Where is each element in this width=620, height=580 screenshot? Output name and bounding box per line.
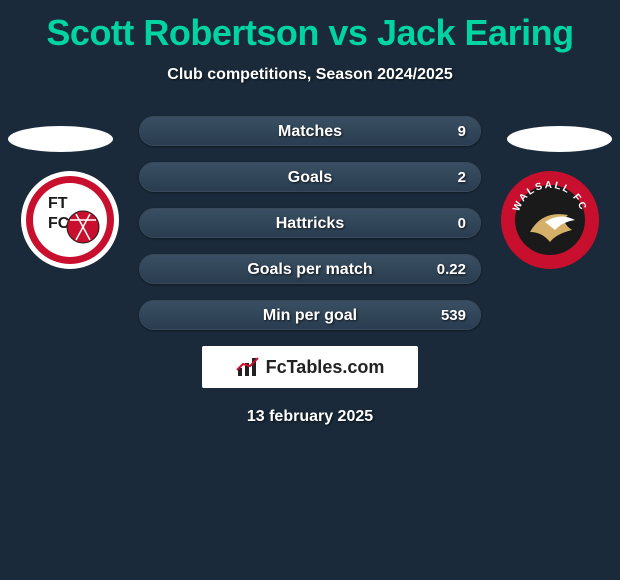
club-badge-left: FT FC [20,170,120,270]
stat-value: 0.22 [437,255,466,285]
site-logo-text: FcTables.com [266,357,385,378]
stat-row: Min per goal539 [139,300,481,330]
svg-text:FT: FT [48,195,68,212]
stat-row: Goals2 [139,162,481,192]
page-title: Scott Robertson vs Jack Earing [0,0,620,54]
stat-value: 9 [458,117,466,147]
player-left-ellipse [8,126,113,152]
stat-label: Min per goal [140,301,480,331]
player-right-ellipse [507,126,612,152]
stat-row: Goals per match0.22 [139,254,481,284]
site-logo[interactable]: FcTables.com [202,346,418,388]
stat-label: Goals per match [140,255,480,285]
stat-label: Hattricks [140,209,480,239]
comparison-date: 13 february 2025 [0,408,620,426]
stats-table: Matches9Goals2Hattricks0Goals per match0… [139,116,481,330]
stat-row: Matches9 [139,116,481,146]
subtitle: Club competitions, Season 2024/2025 [0,66,620,84]
stat-value: 0 [458,209,466,239]
chart-icon [236,356,262,378]
stat-value: 539 [441,301,466,331]
stat-value: 2 [458,163,466,193]
stat-row: Hattricks0 [139,208,481,238]
club-badge-right: WALSALL FC [500,170,600,270]
stat-label: Goals [140,163,480,193]
svg-text:FC: FC [48,215,70,232]
stat-label: Matches [140,117,480,147]
